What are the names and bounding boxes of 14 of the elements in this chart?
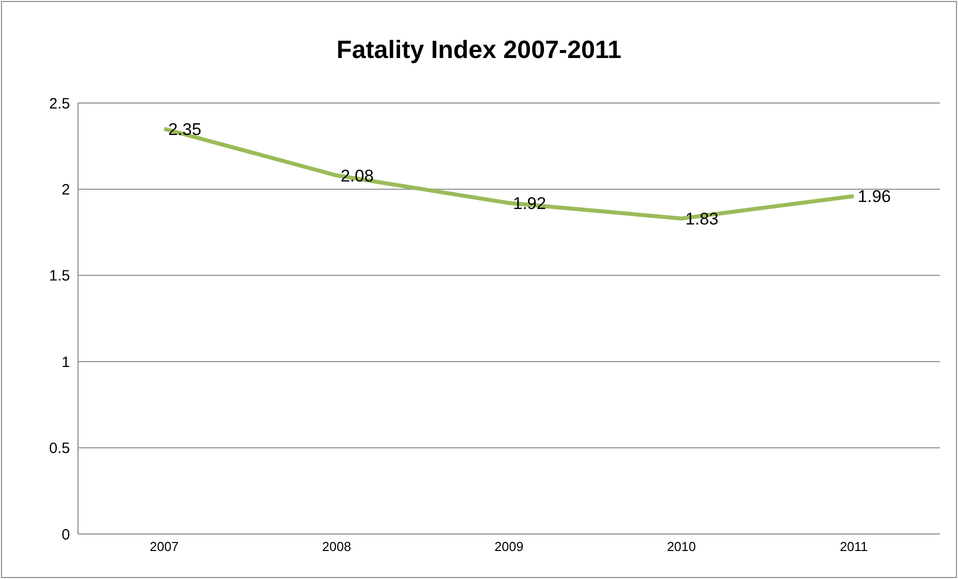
y-tick-label: 2 xyxy=(62,182,70,199)
data-label: 1.92 xyxy=(513,194,546,214)
y-tick-label: 0 xyxy=(62,526,70,544)
y-tick-label: 1 xyxy=(62,354,70,371)
chart-title: Fatality Index 2007-2011 xyxy=(336,36,622,65)
data-label: 1.96 xyxy=(858,187,891,206)
y-tick-label: 1.5 xyxy=(49,268,70,285)
x-tick-label: 2008 xyxy=(322,539,352,554)
x-tick-label: 2009 xyxy=(494,539,524,554)
x-tick-label: 2010 xyxy=(666,539,696,554)
x-tick-label: 2011 xyxy=(840,539,868,554)
y-tick-label: 0.5 xyxy=(49,440,70,458)
x-tick-label: 2007 xyxy=(150,539,179,554)
y-tick-label: 2.5 xyxy=(49,95,70,112)
